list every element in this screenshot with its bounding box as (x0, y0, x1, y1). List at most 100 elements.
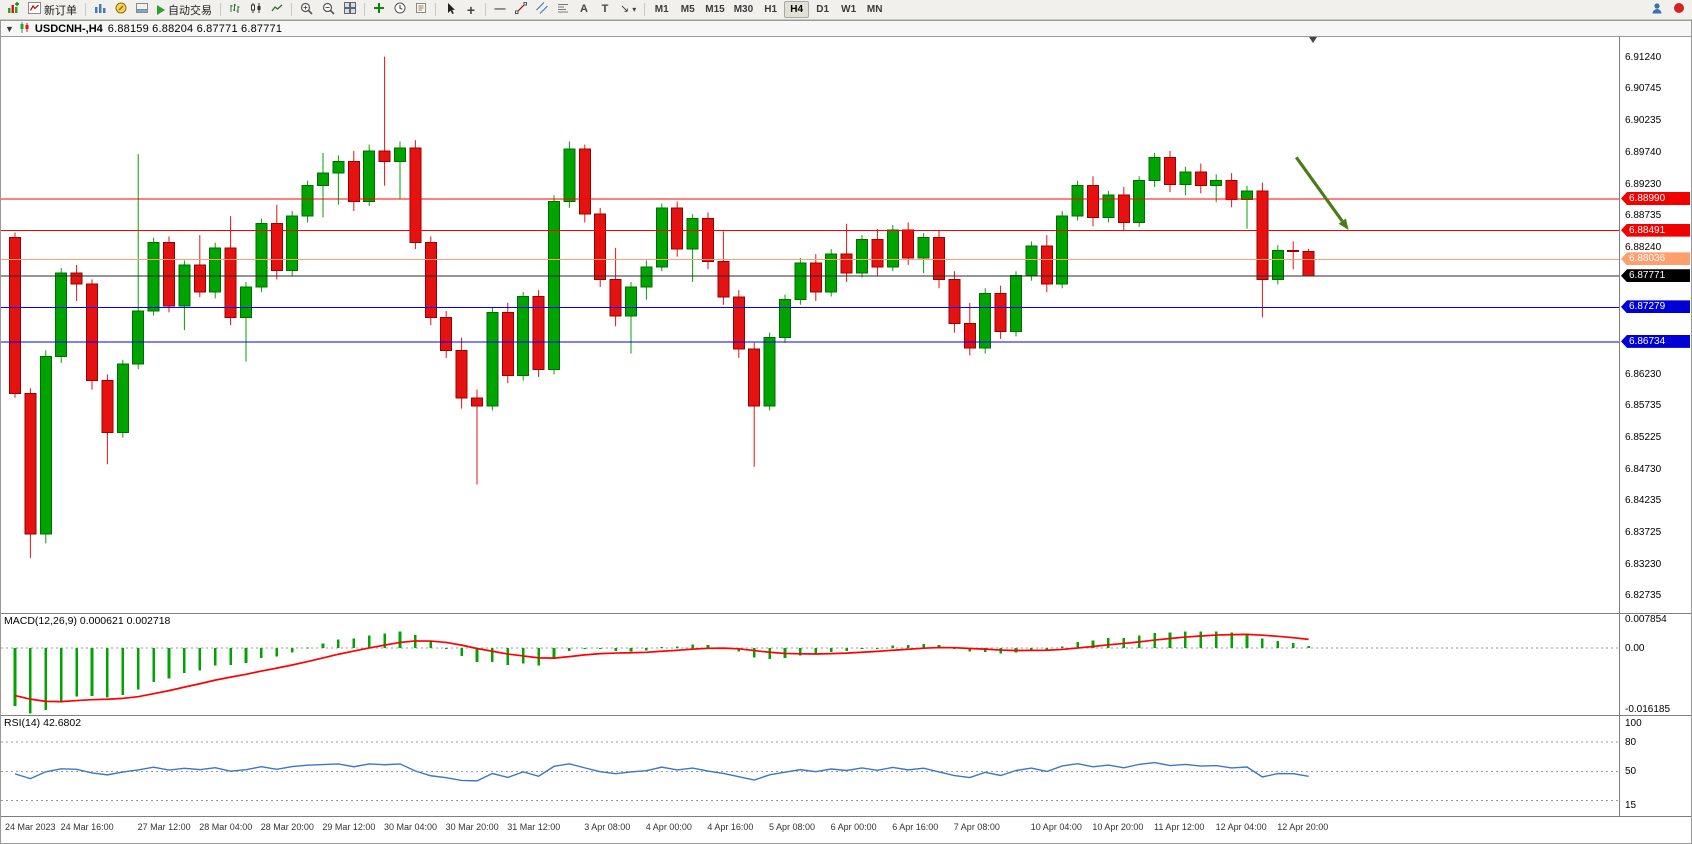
time-axis-label: 10 Apr 04:00 (1030, 822, 1082, 832)
crosshair-button[interactable]: + (461, 1, 481, 18)
text-button[interactable]: A (574, 1, 594, 18)
zoom-in-button[interactable] (296, 1, 317, 18)
timeframe-toolbar: M1 M5 M15 M30 H1 H4 D1 W1 MN (649, 1, 887, 18)
bar-chart-icon (229, 2, 241, 17)
timeframe-m30-button[interactable]: M30 (730, 1, 757, 18)
price-tick: 6.84730 (1625, 463, 1662, 475)
time-axis-label: 30 Mar 20:00 (445, 822, 499, 832)
chart-shift-marker[interactable] (1309, 37, 1318, 43)
navigator-button[interactable] (111, 1, 131, 18)
time-axis-label: 24 Mar 2023 (5, 822, 56, 832)
time-axis-label: 10 Apr 20:00 (1092, 822, 1144, 832)
autotrade-button[interactable]: 自动交易 (153, 1, 216, 18)
timeframe-h1-button[interactable]: H1 (758, 1, 783, 18)
community-button[interactable] (1647, 1, 1667, 18)
rsi-label: RSI(14) 42.6802 (4, 717, 82, 729)
timeframe-m5-button[interactable]: M5 (675, 1, 700, 18)
price-tick: 6.88240 (1625, 241, 1662, 253)
templates-button[interactable] (411, 1, 431, 18)
timeframe-w1-button[interactable]: W1 (836, 1, 861, 18)
market-watch-button[interactable] (90, 1, 110, 18)
navigator-icon (115, 2, 127, 17)
price-axis[interactable]: 6.91240 6.90745 6.90235 6.89740 6.89230 6.887… (1619, 37, 1691, 613)
indicators-icon (373, 2, 385, 17)
macd-axis[interactable]: 0.007854 0.00 -0.016185 (1619, 614, 1691, 715)
zoom-out-icon (322, 2, 335, 18)
terminal-button[interactable] (132, 1, 152, 18)
price-level-tag: 6.87279 (1621, 300, 1690, 314)
panel-divider[interactable] (1, 715, 1691, 716)
new-order-button[interactable]: 新订单 (24, 1, 81, 18)
trendline-button[interactable] (511, 1, 531, 18)
horizontal-line-button[interactable]: — (490, 1, 510, 18)
macd-axis-value: 0.007854 (1625, 614, 1667, 625)
timeframe-m1-button[interactable]: M1 (649, 1, 674, 18)
arrows-tool-button[interactable]: ↘ ▾ (616, 1, 640, 18)
channel-icon (536, 2, 548, 17)
channel-button[interactable] (532, 1, 552, 18)
price-level-tag: 6.88990 (1621, 192, 1690, 206)
price-tick: 6.84235 (1625, 495, 1662, 506)
periods-button[interactable] (390, 1, 410, 18)
timeframe-mn-button[interactable]: MN (862, 1, 887, 18)
market-watch-icon (94, 2, 106, 17)
arrow-annotation[interactable] (1294, 156, 1349, 231)
rsi-axis-value: 80 (1625, 737, 1637, 749)
price-tick: 6.85735 (1625, 400, 1662, 412)
panel-divider[interactable] (1, 613, 1691, 614)
rsi-axis-value: 100 (1625, 717, 1642, 729)
tile-windows-button[interactable] (340, 1, 360, 18)
tile-windows-icon (344, 2, 356, 17)
price-level-tag: 6.88036 (1621, 252, 1690, 266)
candle-chart-button[interactable] (246, 1, 266, 18)
rsi-panel[interactable]: RSI(14) 42.6802 (1, 716, 1619, 816)
panel-divider[interactable] (1, 816, 1691, 817)
window-menu-icon[interactable]: ▼ (5, 23, 14, 34)
chart-titlebar: ▼ USDCNH-,H4 6.88159 6.88204 6.87771 6.8… (1, 21, 1691, 37)
timeframe-d1-button[interactable]: D1 (810, 1, 835, 18)
time-axis-label: 6 Apr 00:00 (830, 822, 877, 832)
new-order-label: 新订单 (44, 4, 77, 17)
chart-icon (19, 21, 30, 36)
price-level-tag: 6.87771 (1621, 269, 1690, 283)
record-icon (1673, 2, 1685, 17)
text-label-button[interactable]: T (595, 1, 615, 18)
toolbar-separator (644, 3, 646, 16)
price-tick: 6.89740 (1625, 146, 1662, 158)
line-chart-button[interactable] (267, 1, 287, 18)
timeframe-m15-button[interactable]: M15 (701, 1, 728, 18)
time-axis-label: 12 Apr 20:00 (1277, 822, 1329, 832)
line-chart-icon (271, 2, 283, 17)
autotrade-icon (157, 4, 165, 15)
toolbar-separator (485, 3, 486, 16)
rsi-axis-value: 50 (1625, 766, 1637, 778)
candlestick-svg (1, 56, 1619, 558)
macd-axis-value: 0.00 (1625, 643, 1645, 655)
price-chart[interactable] (1, 37, 1619, 613)
time-axis-label: 4 Apr 16:00 (707, 822, 754, 832)
indicators-button[interactable] (369, 1, 389, 18)
cursor-icon (445, 2, 456, 18)
time-axis-label: 28 Mar 20:00 (260, 822, 314, 832)
rsi-axis[interactable]: 100 80 50 15 (1619, 716, 1691, 816)
toolbar-separator (220, 3, 221, 16)
zoom-out-button[interactable] (318, 1, 339, 18)
fibonacci-button[interactable] (553, 1, 573, 18)
plus-marker[interactable] (981, 309, 990, 318)
text-icon: A (580, 3, 588, 15)
price-tick: 6.90235 (1625, 115, 1662, 127)
price-tick: 6.86230 (1625, 368, 1662, 380)
new-chart-button[interactable] (3, 1, 23, 18)
record-button[interactable] (1669, 1, 1689, 18)
timeframe-h4-button[interactable]: H4 (784, 1, 810, 18)
time-axis[interactable]: 24 Mar 2023 24 Mar 16:00 27 Mar 12:00 28 Ma… (1, 817, 1691, 843)
bar-chart-button[interactable] (225, 1, 245, 18)
macd-svg (1, 631, 1619, 714)
rsi-axis-value: 15 (1625, 800, 1637, 812)
macd-panel[interactable]: MACD(12,26,9) 0.000621 0.002718 (1, 614, 1619, 715)
macd-label: MACD(12,26,9) 0.000621 0.002718 (4, 615, 171, 627)
horizontal-line-icon: — (494, 3, 506, 15)
price-level-tag: 6.86734 (1621, 334, 1690, 348)
cursor-button[interactable] (440, 1, 460, 18)
text-label-icon: T (601, 3, 609, 15)
